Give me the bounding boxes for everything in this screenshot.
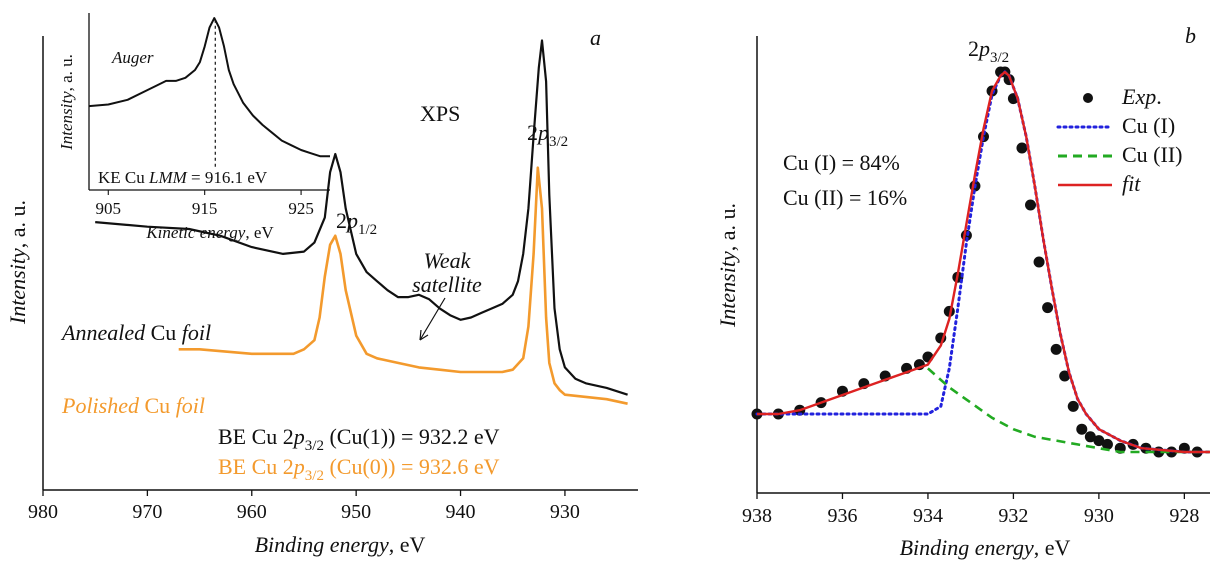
b-exp-point [1076, 423, 1088, 435]
panel-b: 938 936 934 932 930 928 b Binding energy, eV … [715, 23, 1212, 560]
b-composition-cu1: Cu (I) = 84% [783, 150, 900, 175]
a-x-ticks: 980 970 960 950 940 930 [28, 490, 580, 523]
a-inset: 905 915 925 Auger Intensity, a. u. KE Cu L… [57, 13, 330, 242]
inset-ke-note: KE Cu LMM = 916.1 eV [98, 168, 268, 187]
b-x-axis-label: Binding energy, eV [900, 535, 1071, 560]
a-peak-2p12-label: 2p1/2 [336, 208, 377, 238]
b-x-tick-label: 928 [1169, 505, 1199, 527]
b-x-tick-label: 930 [1084, 505, 1114, 527]
a-polished-label: Polished Cu foil [61, 393, 205, 418]
a-x-tick-label: 960 [237, 501, 267, 523]
legend-label-cu2: Cu (II) [1122, 142, 1182, 167]
b-exp-point [1050, 343, 1062, 355]
b-x-tick-label: 936 [827, 505, 857, 527]
inset-series-auger [88, 17, 330, 158]
b-exp-point [1067, 400, 1079, 412]
a-x-tick-label: 940 [446, 501, 476, 523]
b-exp-point [1101, 438, 1113, 450]
inset-x-tick-label: 925 [288, 199, 314, 218]
legend-label-cu1: Cu (I) [1122, 113, 1175, 138]
a-be-cu0-label: BE Cu 2p3/2 (Cu(0)) = 932.6 eV [218, 454, 500, 484]
a-annealed-label: Annealed Cu foil [60, 320, 211, 345]
b-y-axis-label: Intensity, a. u. [715, 203, 740, 328]
a-series-polished [178, 166, 628, 405]
inset-x-axis-label: Kinetic energy, eV [145, 223, 274, 242]
inset-x-ticks: 905 915 925 [96, 190, 314, 218]
legend-swatch-exp [1083, 93, 1093, 103]
a-peak-2p32-label: 2p3/2 [527, 120, 568, 150]
a-x-tick-label: 970 [132, 501, 162, 523]
b-peak-label: 2p3/2 [968, 36, 1009, 66]
a-y-axis-label: Intensity, a. u. [5, 200, 30, 325]
b-exp-point [1033, 256, 1045, 268]
a-x-tick-label: 980 [28, 501, 58, 523]
b-composition-cu2: Cu (II) = 16% [783, 185, 907, 210]
inset-y-axis-label: Intensity, a. u. [57, 54, 76, 151]
a-series-annealed [95, 39, 628, 396]
b-exp-point [1084, 431, 1096, 443]
legend-label-fit: fit [1122, 171, 1141, 196]
a-x-tick-label: 950 [341, 501, 371, 523]
b-exp-point [1025, 199, 1037, 211]
a-weak-satellite-arrow [419, 297, 446, 341]
b-legend: Exp. Cu (I) Cu (II) fit [1056, 84, 1182, 196]
a-x-tick-label: 930 [550, 501, 580, 523]
a-xps-label: XPS [420, 101, 460, 126]
b-exp-point [1059, 370, 1071, 382]
b-x-tick-label: 934 [913, 505, 943, 527]
b-exp-point [1093, 435, 1105, 447]
a-x-axis-label: Binding energy, eV [255, 532, 426, 557]
inset-auger-label: Auger [111, 48, 154, 67]
b-x-tick-label: 938 [742, 505, 772, 527]
b-x-tick-label: 932 [998, 505, 1028, 527]
b-series-fit [757, 70, 1210, 454]
a-weak-satellite-line1: Weak [424, 248, 472, 273]
a-panel-label: a [590, 25, 601, 50]
b-panel-label: b [1185, 23, 1196, 48]
a-weak-satellite-arrowhead [419, 329, 429, 341]
b-exp-point [1016, 142, 1028, 154]
b-x-ticks: 938 936 934 932 930 928 [742, 493, 1199, 527]
a-weak-satellite-line2: satellite [412, 272, 482, 297]
a-be-cu1-label: BE Cu 2p3/2 (Cu(1)) = 932.2 eV [218, 424, 500, 454]
inset-x-tick-label: 915 [192, 199, 218, 218]
inset-x-tick-label: 905 [96, 199, 122, 218]
b-series-cu2 [927, 367, 1210, 454]
legend-label-exp: Exp. [1121, 84, 1162, 109]
b-exp-point [1042, 302, 1054, 314]
panel-a: 980 970 960 950 940 930 a Binding energy, eV … [5, 13, 638, 557]
